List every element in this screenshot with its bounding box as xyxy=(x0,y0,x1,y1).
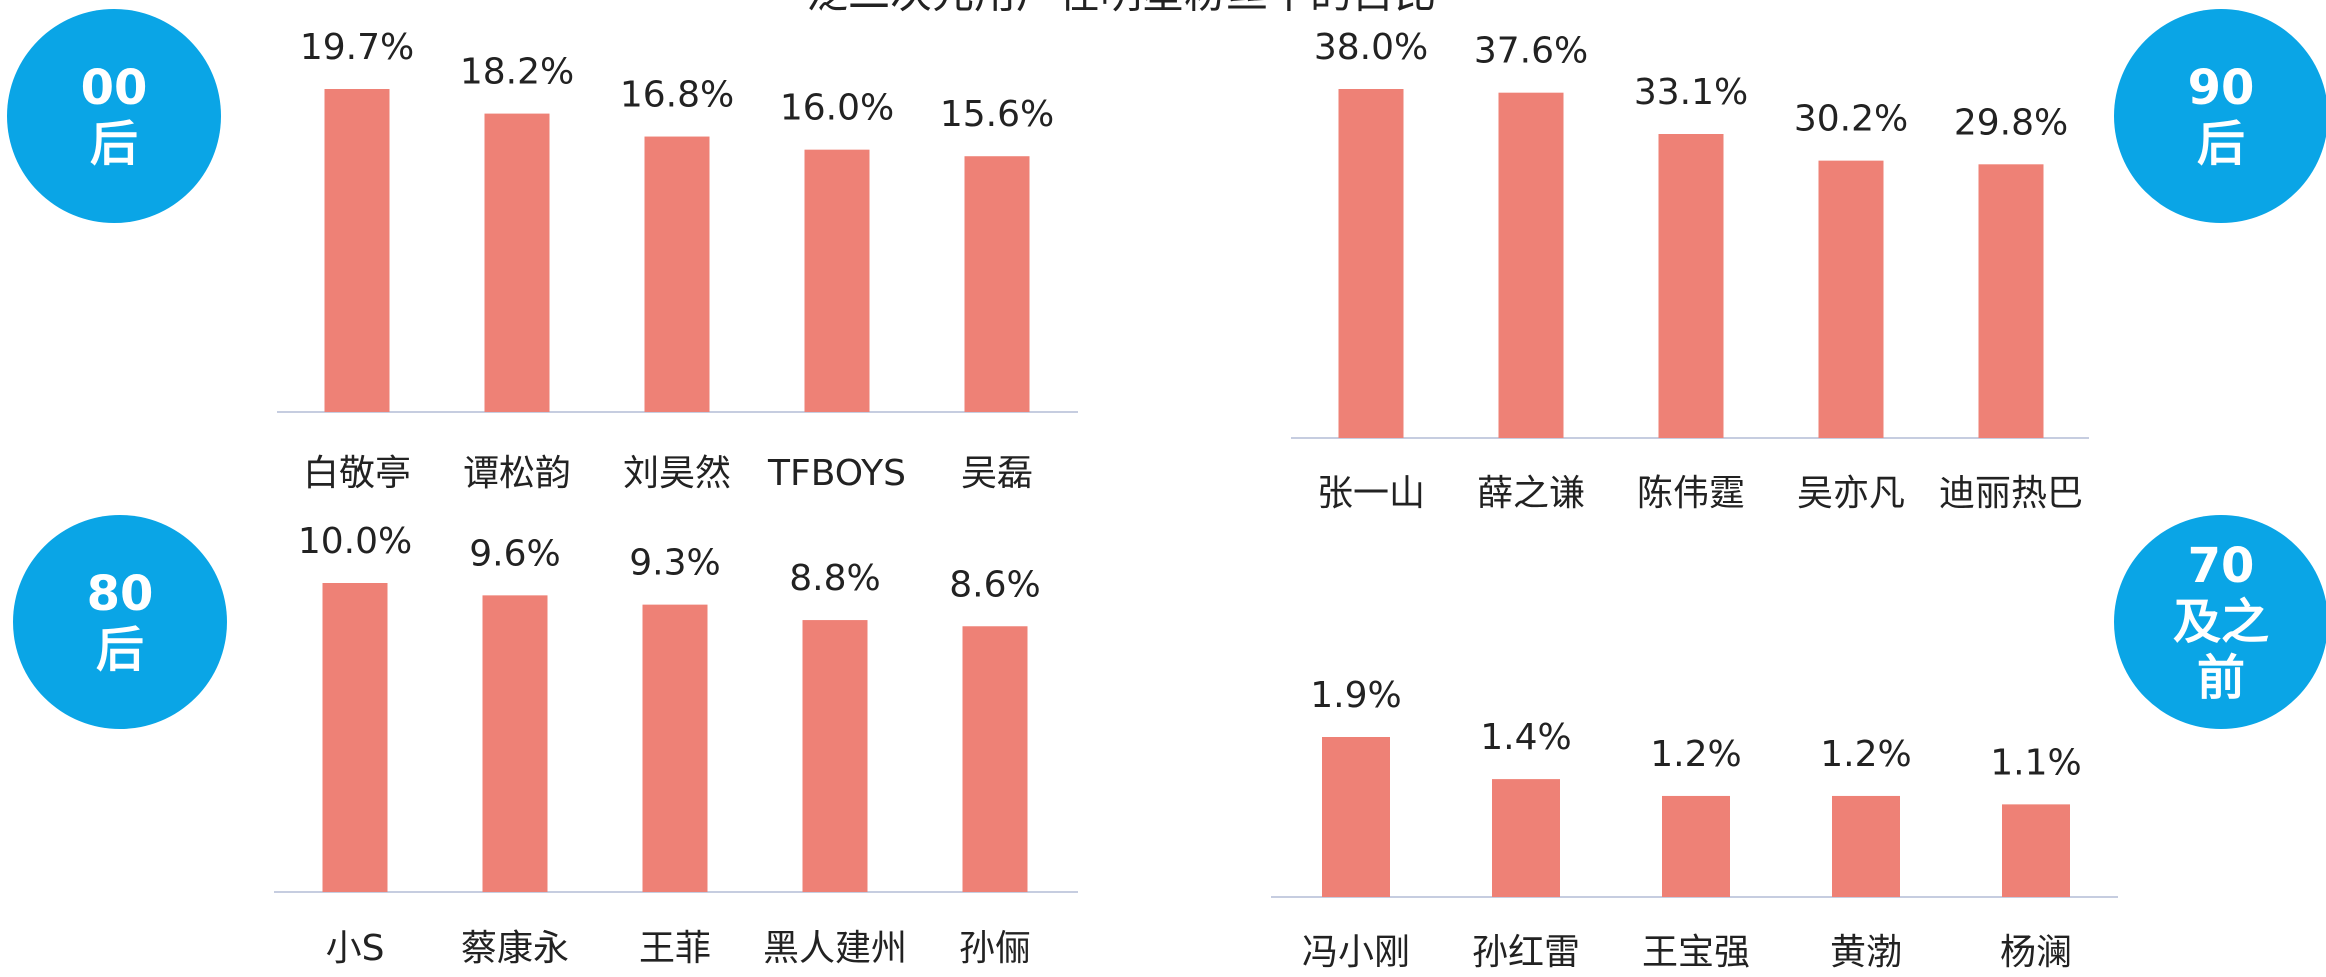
bar xyxy=(1978,164,2044,438)
bar xyxy=(1498,92,1564,439)
category-label: 小S xyxy=(326,928,385,969)
category-label: 王菲 xyxy=(639,928,711,969)
category-label: 黑人建州 xyxy=(763,928,907,969)
category-label: 蔡康永 xyxy=(461,928,569,969)
category-label: TFBOYS xyxy=(767,453,906,494)
value-label: 1.4% xyxy=(1480,717,1571,758)
value-label: 37.6% xyxy=(1474,31,1588,72)
value-label: 16.8% xyxy=(620,75,734,116)
category-label: 杨澜 xyxy=(2000,932,2072,973)
value-label: 38.0% xyxy=(1314,27,1428,68)
value-label: 9.6% xyxy=(469,533,560,574)
category-label: 孙红雷 xyxy=(1472,932,1580,973)
category-label: 白敬亭 xyxy=(303,453,411,494)
bar xyxy=(1832,795,1900,897)
bar xyxy=(1662,795,1730,897)
bar xyxy=(322,583,388,892)
value-label: 16.0% xyxy=(780,88,894,129)
category-label: 吴磊 xyxy=(961,453,1033,494)
bar xyxy=(1818,160,1884,438)
value-label: 1.2% xyxy=(1820,734,1911,775)
category-label: 陈伟霆 xyxy=(1637,473,1745,514)
value-label: 15.6% xyxy=(940,94,1054,135)
group-label: 00后 xyxy=(80,60,148,172)
bar xyxy=(482,595,548,892)
value-label: 9.3% xyxy=(629,543,720,584)
value-label: 18.2% xyxy=(460,52,574,93)
value-label: 1.9% xyxy=(1310,675,1401,716)
bar xyxy=(804,149,870,412)
value-label: 33.1% xyxy=(1634,72,1748,113)
value-label: 1.1% xyxy=(1990,742,2081,783)
category-label: 王宝强 xyxy=(1642,932,1750,973)
category-label: 刘昊然 xyxy=(623,453,731,494)
value-label: 10.0% xyxy=(298,521,412,562)
group-badge: 70及之前 xyxy=(2114,515,2326,729)
category-label: 冯小刚 xyxy=(1302,932,1410,973)
bar xyxy=(1492,779,1560,897)
group-badge: 00后 xyxy=(7,9,221,223)
bar xyxy=(484,113,550,413)
bar xyxy=(964,156,1030,412)
value-label: 29.8% xyxy=(1954,102,2068,143)
value-label: 1.2% xyxy=(1650,734,1741,775)
bar xyxy=(1322,737,1390,897)
group-label: 80后 xyxy=(86,566,154,678)
bar xyxy=(1338,89,1404,438)
bar xyxy=(644,136,710,412)
value-label: 8.8% xyxy=(789,558,880,599)
bar xyxy=(2002,804,2070,897)
bar xyxy=(1658,134,1724,438)
category-label: 薛之谦 xyxy=(1477,473,1585,514)
category-label: 迪丽热巴 xyxy=(1939,473,2083,514)
bar xyxy=(802,620,868,892)
category-label: 黄渤 xyxy=(1830,932,1902,973)
value-label: 8.6% xyxy=(949,564,1040,605)
group-badge: 90后 xyxy=(2114,9,2326,223)
group-badge: 80后 xyxy=(13,515,227,729)
group-label: 90后 xyxy=(2187,60,2255,172)
category-label: 谭松韵 xyxy=(463,453,571,494)
category-label: 孙俪 xyxy=(959,928,1031,969)
bar xyxy=(962,626,1028,892)
category-label: 吴亦凡 xyxy=(1797,473,1905,514)
value-label: 19.7% xyxy=(300,27,414,68)
bar xyxy=(642,604,708,892)
category-label: 张一山 xyxy=(1317,473,1425,514)
value-label: 30.2% xyxy=(1794,99,1908,140)
page-title: 泛二次元用户在明星粉丝中的占比 xyxy=(806,0,1436,18)
group-label: 70及之前 xyxy=(2172,538,2269,706)
bar xyxy=(324,89,390,412)
